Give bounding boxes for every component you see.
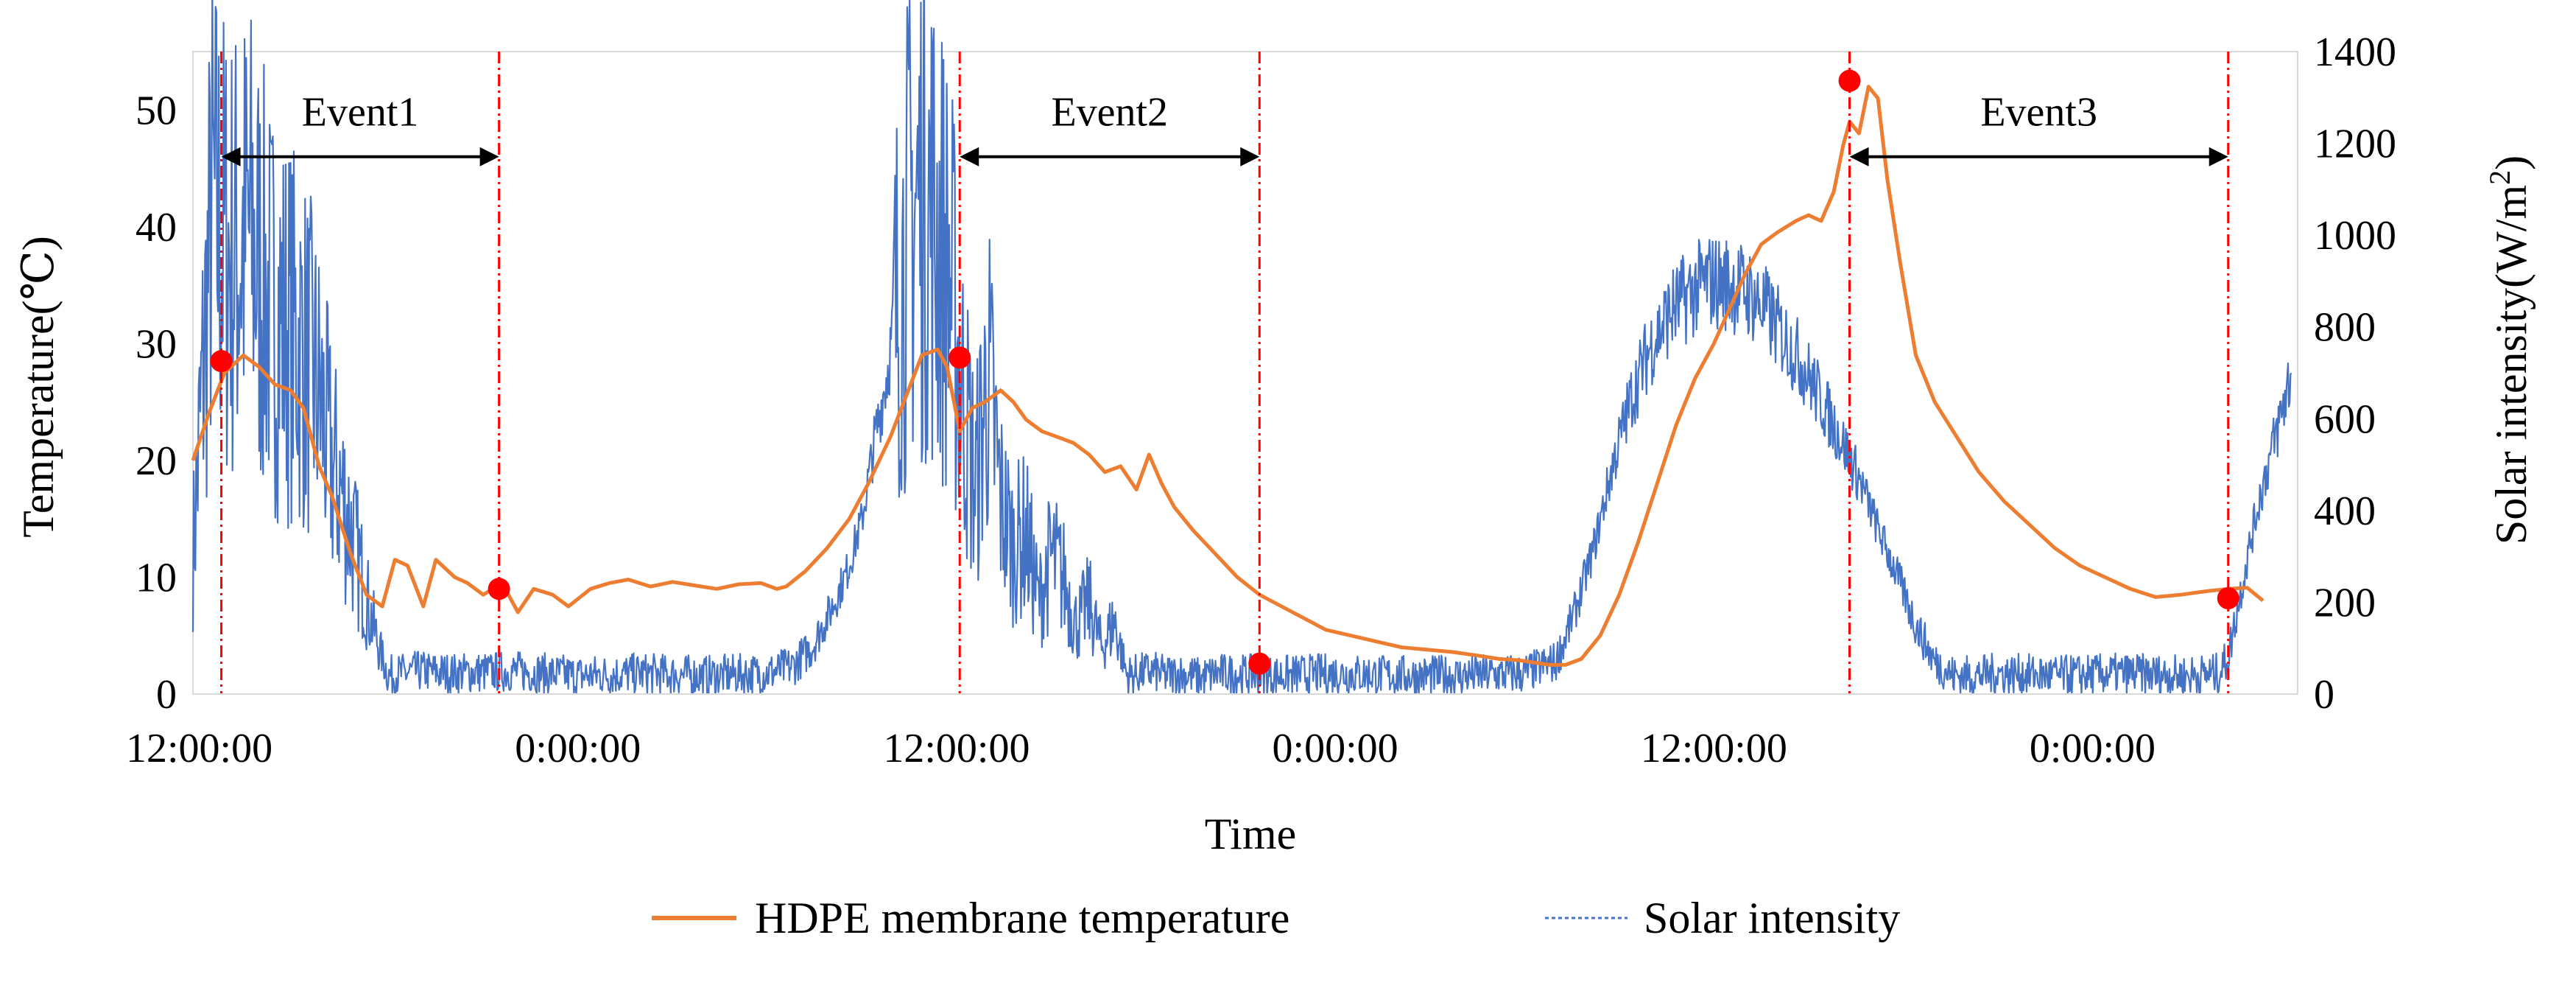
event-arrow-head-left (1849, 147, 1869, 167)
y2-tick-label: 800 (2314, 305, 2376, 351)
event-point (2217, 586, 2239, 609)
event-label-3: Event3 (1980, 90, 2097, 136)
y2-tick-label: 600 (2314, 396, 2376, 442)
event-arrow-head-left (960, 147, 979, 167)
event-arrow-head-right (479, 147, 499, 167)
highlight-points (210, 69, 2239, 675)
event-point (949, 346, 971, 369)
event-point (210, 350, 233, 373)
y2-axis-title: Solar intensity(W/m2) (2483, 155, 2535, 544)
x-tick-label: 0:00:00 (1273, 726, 1398, 771)
event-label-2: Event2 (1051, 90, 1168, 136)
event-label-1: Event1 (302, 90, 419, 136)
x-axis-title: Time (1205, 810, 1297, 858)
y-tick-label: 50 (136, 88, 177, 133)
y-axis-title: Temperature(℃) (14, 236, 63, 537)
y2-axis-title-end: ) (2487, 155, 2535, 170)
y2-axis-title-sup: 2 (2483, 170, 2516, 185)
x-tick-label: 12:00:00 (1641, 726, 1787, 771)
x-tick-label: 12:00:00 (883, 726, 1030, 771)
event-point (488, 578, 510, 600)
y-tick-label: 0 (156, 672, 177, 718)
x-tick-label: 12:00:00 (126, 726, 272, 771)
y-tick-label: 20 (136, 438, 177, 484)
legend-label-solar: Solar intensity (1644, 894, 1900, 942)
y2-tick-label: 1000 (2314, 213, 2396, 259)
y2-tick-label: 400 (2314, 488, 2376, 534)
y2-tick-label: 1400 (2314, 29, 2396, 75)
y2-tick-label: 0 (2314, 672, 2334, 718)
event-point (1248, 652, 1271, 675)
temperature-series (191, 85, 2264, 667)
event-guide-lines (220, 52, 2230, 694)
y2-tick-label: 1200 (2314, 122, 2396, 167)
x-tick-label: 0:00:00 (515, 726, 641, 771)
axes: 0 10 20 30 40 50 0 200 400 600 800 1000 1200 1400 12:0… (126, 29, 2396, 771)
y2-tick-label: 200 (2314, 580, 2376, 626)
y-tick-label: 30 (136, 321, 177, 367)
x-tick-label: 0:00:00 (2030, 726, 2156, 771)
event-arrow-head-right (1240, 147, 1260, 167)
y-tick-label: 10 (136, 555, 177, 600)
y-tick-label: 40 (136, 205, 177, 250)
event-arrow-head-right (2209, 147, 2228, 167)
y2-axis-title-main: Solar intensity(W/m (2487, 185, 2535, 544)
legend-label-temperature: HDPE membrane temperature (755, 894, 1289, 942)
event-point (1838, 69, 1861, 92)
event-arrow-head-left (221, 147, 241, 167)
legend: HDPE membrane temperature Solar intensit… (652, 894, 1900, 942)
event-arrows: Event1 Event2 Event3 (221, 90, 2228, 167)
temperature-line (191, 85, 2264, 667)
